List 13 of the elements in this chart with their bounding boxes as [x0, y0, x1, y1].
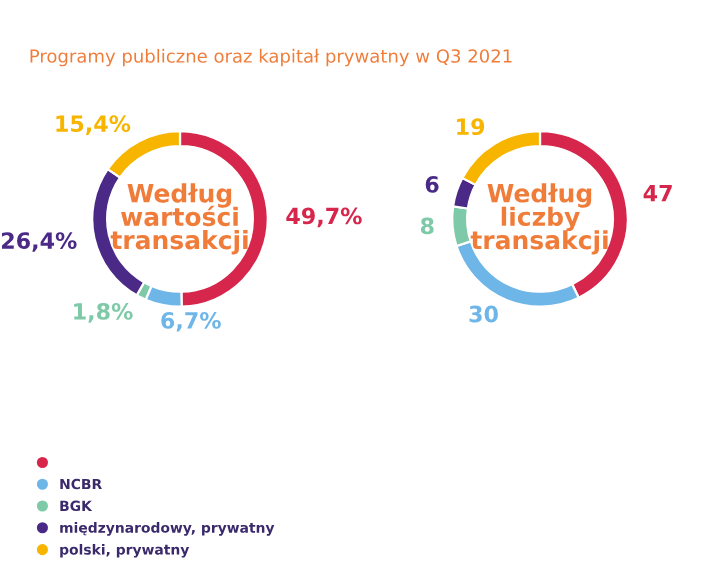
data-label: 26,4%: [1, 232, 77, 252]
data-label: 19: [457, 118, 485, 136]
data-label: 15,4%: [56, 115, 131, 135]
data-label: 8: [420, 217, 434, 235]
text: Według liczby transakcji: [470, 183, 608, 255]
data-label: 49,7%: [286, 207, 362, 228]
data-label: 47: [643, 184, 672, 202]
text: Według wartości transakcji: [110, 183, 248, 255]
data-label: 1,8%: [74, 302, 133, 323]
data-label: 30: [469, 305, 498, 323]
data-label: 6,7%: [161, 311, 221, 332]
text: Programy publiczne oraz kapitał prywatny w Q3 2021: [30, 48, 512, 67]
data-label: 6: [425, 175, 439, 193]
